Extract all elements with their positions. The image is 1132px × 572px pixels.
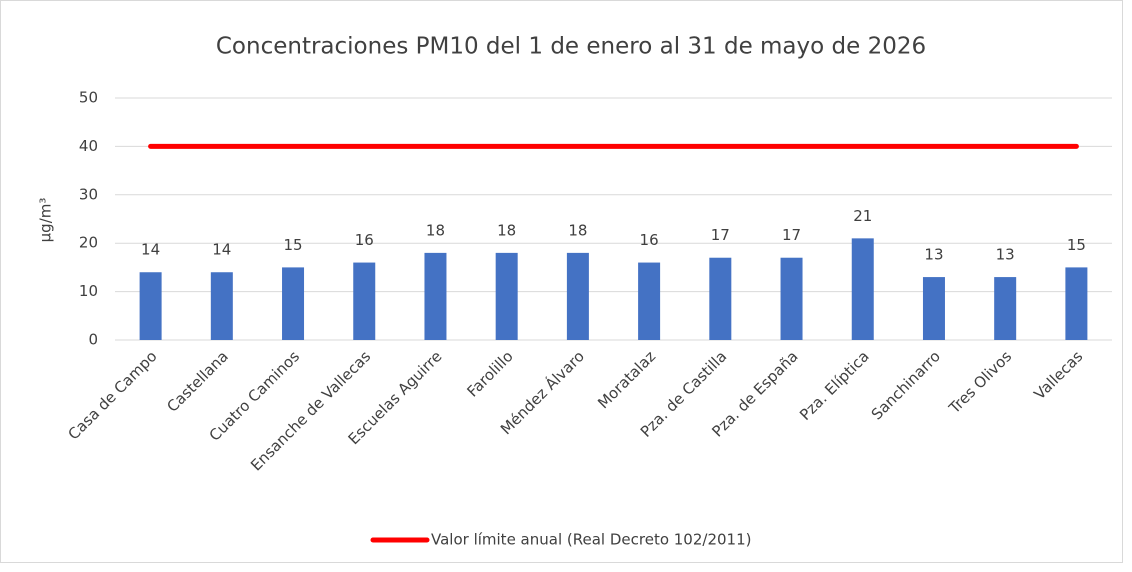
data-label: 17 (711, 226, 730, 244)
bar (994, 277, 1017, 340)
bar (638, 262, 661, 340)
legend-label: Valor límite anual (Real Decreto 102/201… (431, 531, 751, 549)
data-label: 13 (996, 246, 1015, 264)
bar (495, 252, 518, 340)
data-label: 13 (924, 246, 943, 264)
bar (851, 238, 874, 340)
data-label: 18 (426, 221, 445, 239)
bar (353, 262, 376, 340)
data-label: 16 (640, 231, 659, 249)
y-tick-label: 10 (79, 282, 98, 300)
data-label: 16 (355, 231, 374, 249)
data-label: 17 (782, 226, 801, 244)
data-label: 18 (497, 221, 516, 239)
bar (282, 267, 305, 340)
bar (780, 257, 803, 340)
data-label: 15 (1067, 236, 1086, 254)
bar (566, 252, 589, 340)
bar (922, 277, 945, 340)
chart-border (0, 0, 1123, 563)
data-label: 21 (853, 207, 872, 225)
y-tick-label: 40 (79, 137, 98, 155)
data-label: 15 (283, 236, 302, 254)
y-axis-label: µg/m³ (37, 198, 55, 243)
data-label: 14 (212, 241, 231, 259)
bar (210, 272, 233, 340)
bar (709, 257, 732, 340)
y-tick-label: 20 (79, 234, 98, 252)
data-label: 18 (568, 221, 587, 239)
y-tick-label: 30 (79, 185, 98, 203)
y-tick-label: 50 (79, 89, 98, 107)
bar (1065, 267, 1088, 340)
chart-title: Concentraciones PM10 del 1 de enero al 3… (216, 34, 926, 60)
y-tick-label: 0 (88, 331, 98, 349)
bar (424, 252, 447, 340)
data-label: 14 (141, 241, 160, 259)
bar (139, 272, 162, 340)
